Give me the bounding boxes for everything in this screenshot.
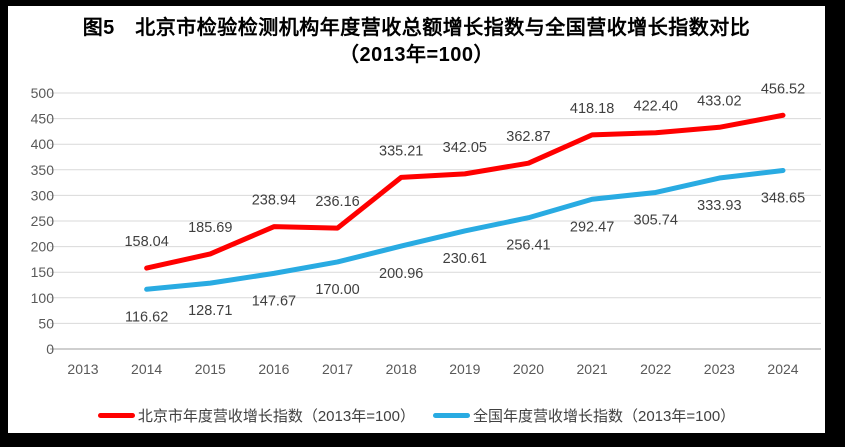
- legend-label-national: 全国年度营收增长指数（2013年=100）: [473, 408, 736, 425]
- chart-title: 图5 北京市检验检测机构年度营收总额增长指数与全国营收增长指数对比 （2013年…: [8, 15, 825, 69]
- legend: 北京市年度营收增长指数（2013年=100） 全国年度营收增长指数（2013年=…: [8, 405, 825, 426]
- legend-item-beijing: 北京市年度营收增长指数（2013年=100）: [97, 405, 415, 426]
- legend-label-beijing: 北京市年度营收增长指数（2013年=100）: [137, 408, 415, 425]
- chart-canvas: 图5 北京市检验检测机构年度营收总额增长指数与全国营收增长指数对比 （2013年…: [8, 6, 825, 433]
- chart-title-subtitle: （2013年=100）: [338, 44, 495, 66]
- beijing-line-swatch: [97, 413, 135, 418]
- legend-item-national: 全国年度营收增长指数（2013年=100）: [433, 405, 735, 426]
- chart-title-line1: 图5 北京市检验检测机构年度营收总额增长指数与全国营收增长指数对比: [82, 17, 751, 39]
- national-line-swatch: [433, 413, 470, 418]
